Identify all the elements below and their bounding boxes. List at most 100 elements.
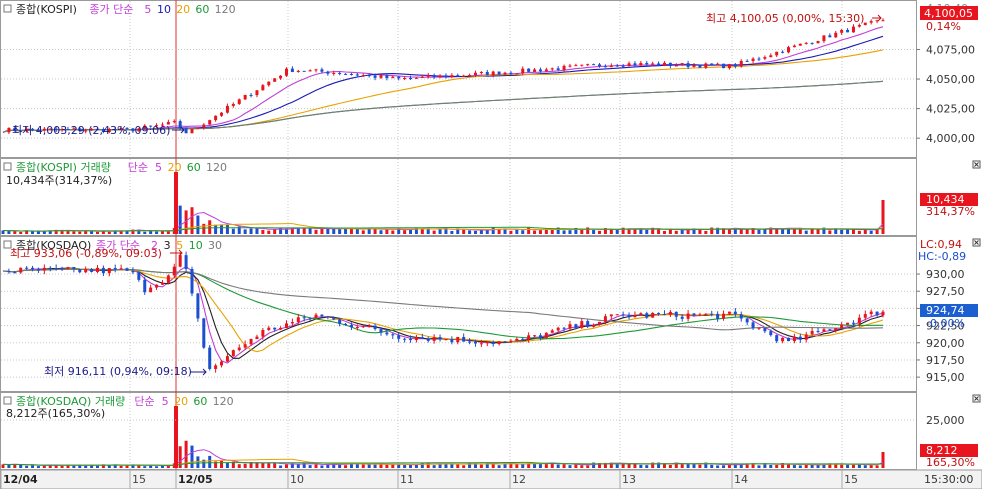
- candle-body: [863, 22, 867, 25]
- volume-bar: [273, 229, 277, 234]
- volume-bar: [491, 462, 495, 468]
- volume-bar: [562, 464, 566, 468]
- candle-body: [828, 329, 832, 331]
- candle-body: [66, 129, 70, 131]
- volume-bar: [1, 464, 5, 468]
- volume-bar: [568, 230, 572, 234]
- volume-bar: [733, 463, 737, 468]
- volume-bar: [349, 228, 353, 234]
- legend-item: 120: [206, 161, 227, 174]
- candle-body: [668, 62, 672, 66]
- volume-bar: [243, 229, 247, 234]
- volume-bar: [556, 227, 560, 234]
- volume-bar: [479, 230, 483, 234]
- volume-bar: [846, 229, 850, 234]
- candle-body: [60, 268, 64, 270]
- volume-ma-line-60: [2, 461, 884, 466]
- candle-body: [249, 94, 253, 96]
- legend-item: 3: [164, 239, 171, 252]
- volume-bar: [716, 465, 720, 468]
- candle-body: [19, 130, 23, 132]
- candle-body: [686, 63, 690, 67]
- volume-bar: [290, 228, 294, 234]
- volume-bar: [279, 465, 283, 468]
- candle-body: [580, 321, 584, 328]
- pane-frame-kospi-volume: [0, 158, 917, 236]
- volume-bar: [580, 465, 584, 468]
- volume-bar: [249, 462, 253, 468]
- volume-bar: [391, 230, 395, 234]
- volume-opening-spike: [174, 406, 178, 468]
- candle-body: [639, 62, 643, 66]
- volume-bar: [846, 464, 850, 468]
- candle-body: [385, 75, 389, 79]
- legend-toggle-icon[interactable]: [3, 396, 12, 405]
- volume-bar: [745, 463, 749, 468]
- volume-bar: [722, 465, 726, 468]
- candle-body: [344, 323, 348, 325]
- x-tick-label: 13: [622, 473, 636, 486]
- volume-bar: [231, 461, 235, 468]
- candle-body: [426, 75, 430, 77]
- volume-bar: [639, 228, 643, 234]
- current-value-box: [920, 193, 978, 206]
- volume-bar: [627, 228, 631, 234]
- volume-bar: [473, 230, 477, 234]
- legend-item: 5: [176, 239, 183, 252]
- candle-body: [13, 127, 17, 131]
- volume-bar: [190, 207, 194, 234]
- volume-info: 8,212주(165,30%): [6, 407, 105, 420]
- volume-bar: [479, 464, 483, 468]
- volume-bar: [580, 229, 584, 234]
- volume-bar: [155, 231, 159, 234]
- candle-body: [414, 77, 418, 79]
- candle-body: [107, 129, 111, 133]
- volume-bar: [403, 464, 407, 468]
- legend-item: 60: [195, 3, 209, 16]
- volume-bar: [160, 465, 164, 468]
- candle-body: [798, 336, 802, 340]
- candle-body: [166, 275, 170, 283]
- volume-bar: [314, 229, 318, 234]
- volume-bar: [473, 463, 477, 468]
- volume-bar: [385, 464, 389, 468]
- y-tick-label: 922,50: [926, 320, 965, 333]
- legend-toggle-icon[interactable]: [3, 240, 12, 249]
- candle-body: [450, 75, 454, 78]
- volume-bar: [515, 464, 519, 468]
- candle-body: [131, 270, 135, 273]
- candle-body: [881, 311, 885, 316]
- candle-body: [509, 72, 513, 74]
- volume-bar: [220, 224, 224, 234]
- current-pct: 0,14%: [926, 20, 961, 33]
- volume-bar: [119, 230, 123, 234]
- legend-item: 5: [162, 395, 169, 408]
- candle-body: [190, 269, 194, 294]
- low-arrow-icon: [172, 126, 185, 134]
- y-tick-label: 915,00: [926, 371, 965, 384]
- candle-body: [284, 68, 288, 76]
- candle-body: [379, 329, 383, 333]
- candle-body: [881, 20, 885, 22]
- volume-bar: [13, 464, 17, 468]
- volume-bar: [78, 464, 82, 468]
- volume-bar: [491, 227, 495, 234]
- candle-body: [645, 62, 649, 65]
- volume-bar: [225, 224, 229, 234]
- volume-bar: [857, 463, 861, 468]
- volume-bar: [48, 464, 52, 468]
- candle-body: [698, 65, 702, 68]
- x-axis-bar: [0, 469, 982, 489]
- candle-body: [349, 74, 353, 76]
- candle-body: [462, 75, 466, 77]
- candle-body: [255, 336, 259, 340]
- legend-toggle-icon[interactable]: [3, 4, 12, 13]
- volume-bar: [462, 465, 466, 468]
- volume-bar: [196, 215, 200, 234]
- volume-bar: [349, 462, 353, 468]
- candle-body: [680, 63, 684, 66]
- legend-toggle-icon[interactable]: [3, 162, 12, 171]
- candle-body: [48, 128, 52, 130]
- volume-bar: [19, 231, 23, 234]
